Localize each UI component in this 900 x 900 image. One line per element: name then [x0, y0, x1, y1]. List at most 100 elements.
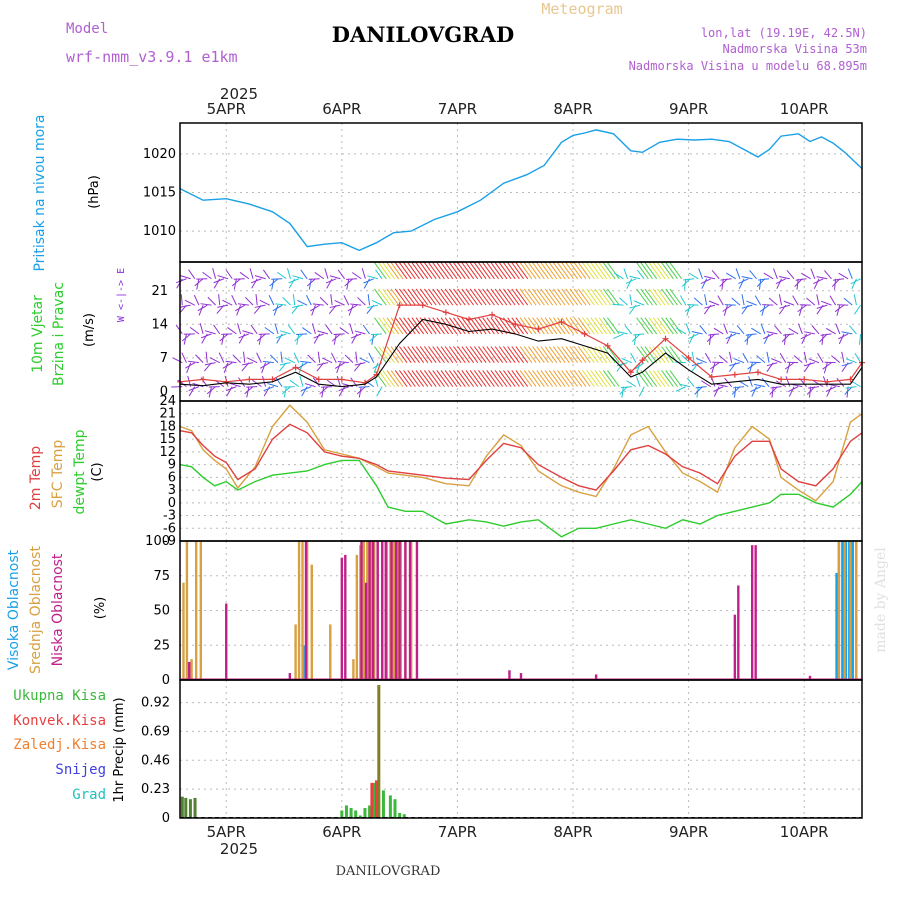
- wind-arrow: [548, 370, 562, 387]
- wind-arrow: [246, 386, 250, 398]
- low-cloud-bar: [368, 541, 371, 680]
- wind-arrow: [511, 262, 524, 280]
- wind-arrow: [419, 262, 433, 280]
- wind-arrow: [204, 362, 216, 366]
- mid-cloud-bar: [352, 659, 355, 680]
- wind-arrow: [262, 360, 274, 364]
- wind-arrow: [279, 362, 291, 366]
- wind-arrow: [836, 377, 845, 387]
- wind-arrow: [490, 346, 504, 363]
- tick-label: 0: [162, 811, 170, 826]
- wind-arrow: [822, 362, 832, 370]
- wind-arrow: [478, 370, 491, 387]
- dewpt-line: [179, 459, 863, 538]
- wind-arrow: [428, 262, 441, 280]
- wind-arrow: [461, 346, 475, 363]
- wind-arrow: [250, 278, 262, 284]
- wind-arrow: [561, 317, 574, 335]
- tick-label: 3: [168, 483, 176, 498]
- wind-arrow: [586, 288, 599, 306]
- wind-arrow: [386, 288, 400, 306]
- cloud-label-2: Srednja Oblacnost: [28, 546, 44, 674]
- wind-arrow: [708, 333, 720, 336]
- wind-arrow: [548, 317, 562, 335]
- wind-arrow: [486, 317, 499, 335]
- wind-arrow: [841, 331, 853, 335]
- wind-gust-marker: [685, 354, 692, 361]
- low-cloud-bar: [394, 541, 398, 680]
- wind-arrow: [273, 304, 279, 316]
- wind-arrow: [565, 317, 579, 335]
- wind-arrow: [788, 327, 799, 335]
- tick-label: 18: [159, 419, 176, 434]
- wind-gust-marker: [512, 321, 519, 328]
- wind-arrow: [613, 272, 624, 280]
- date-label-top: 10APR: [780, 100, 829, 118]
- wind-arrow: [803, 351, 808, 363]
- wind-arrow: [200, 333, 212, 339]
- wind-arrow: [302, 327, 312, 335]
- sfc-temp-line: [179, 404, 863, 502]
- wind-arrow: [754, 383, 766, 388]
- wind-arrow: [573, 262, 587, 280]
- wind-arrow: [436, 288, 450, 306]
- wind-arrow: [717, 295, 724, 306]
- mid-cloud-bar: [392, 541, 396, 680]
- wind-arrow: [179, 275, 191, 280]
- wind-arrow: [294, 333, 304, 342]
- mid-cloud-bar: [297, 541, 301, 680]
- wind-arrow: [726, 272, 737, 280]
- wind-arrow: [798, 305, 803, 316]
- tick-label: 0.92: [141, 696, 170, 711]
- wind-arrow: [565, 288, 579, 306]
- wind-arrow: [374, 346, 387, 363]
- tick-label: 0.46: [141, 753, 170, 768]
- wind-arrow: [254, 304, 266, 308]
- wind-arrow: [399, 346, 412, 363]
- model-elevation-label: Nadmorska Visina u modelu 68.895m: [629, 59, 867, 73]
- wind-arrow: [616, 330, 628, 335]
- wind-arrow: [448, 370, 462, 387]
- wind-arrow: [709, 362, 720, 370]
- wind-arrow: [548, 346, 562, 363]
- wind-arrow: [841, 362, 853, 367]
- wind-arrow: [845, 358, 857, 364]
- wind-arrow: [741, 275, 753, 280]
- date-label-bottom: 9APR: [669, 823, 708, 841]
- wind-arrow: [598, 317, 612, 335]
- wind-arrow: [523, 288, 537, 306]
- precip-total-bar: [377, 685, 381, 818]
- low-cloud-bar: [364, 582, 368, 680]
- wind-arrow: [350, 303, 362, 306]
- wind-arrow: [461, 262, 475, 280]
- wind-arrow: [457, 262, 470, 280]
- wind-arrow: [212, 268, 217, 279]
- wind-arrows: [171, 262, 862, 398]
- wind-arrow: [242, 362, 254, 366]
- wind-arrow: [415, 288, 429, 306]
- wind-arrow: [582, 288, 595, 306]
- wind-arrow: [244, 386, 254, 395]
- wind-arrow: [494, 317, 508, 335]
- tick-label: 7: [160, 351, 168, 366]
- wind-arrow: [859, 333, 862, 345]
- low-cloud-bar: [304, 541, 308, 680]
- wind-arrow: [219, 333, 229, 342]
- wind-arrow: [486, 346, 499, 363]
- wind-arrow: [469, 346, 483, 363]
- wind-arrow: [768, 297, 778, 306]
- wind-arrow: [498, 288, 512, 306]
- wind-arrow: [847, 268, 853, 279]
- wind-arrow: [465, 288, 479, 306]
- wind-arrow: [552, 262, 566, 280]
- wind-arrow: [494, 346, 508, 363]
- date-label-top: 7APR: [438, 100, 477, 118]
- low-cloud-bar: [519, 673, 523, 680]
- watermark: made by Angel: [873, 547, 889, 653]
- wind-arrow: [251, 278, 258, 289]
- wind-arrow: [751, 327, 761, 335]
- date-label-top: 6APR: [322, 100, 361, 118]
- wind-arrow: [407, 317, 420, 335]
- mid-cloud-bar: [294, 624, 297, 680]
- wind-arrow: [781, 333, 791, 343]
